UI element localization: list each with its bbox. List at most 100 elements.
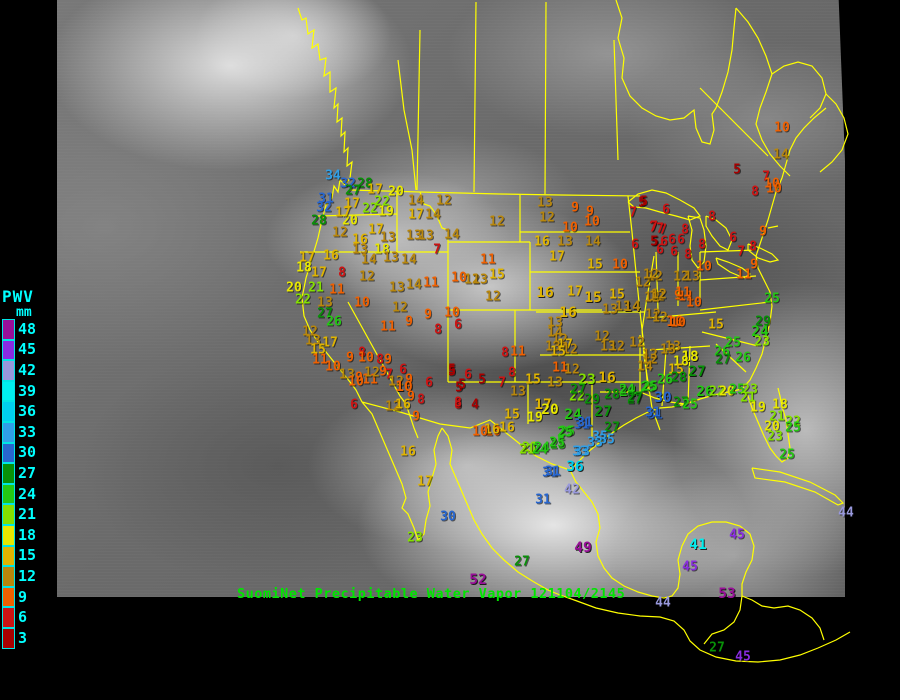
station-value: 24 [564, 406, 582, 423]
ky-tn-north [649, 311, 717, 319]
station-value: 10 [485, 424, 501, 440]
station-value: 8 [501, 345, 509, 361]
station-value: 27 [673, 395, 689, 411]
station-value: 5 [733, 162, 741, 178]
station-value: 45 [729, 527, 745, 543]
bc-ab-border [397, 59, 417, 191]
station-value: 6 [631, 237, 639, 253]
station-value: 7 [629, 205, 637, 221]
station-value: 7 [762, 169, 770, 185]
legend-entry: 48 [2, 319, 36, 340]
legend-entry: 21 [2, 504, 36, 525]
legend-value: 39 [18, 381, 37, 400]
legend-swatch [2, 360, 15, 381]
station-value: 12 [485, 289, 501, 305]
station-value: 17 [417, 474, 433, 490]
station-value: 5 [455, 380, 463, 396]
legend-value: 33 [18, 422, 37, 441]
station-value: 8 [454, 397, 462, 413]
legend-entry: 24 [2, 483, 37, 505]
station-value: 16 [598, 369, 616, 386]
lake-superior [627, 189, 701, 221]
product-caption: SuomiNet Precipitable Water Vapor 121104… [237, 586, 626, 602]
legend-swatch [2, 504, 15, 525]
station-value: 25 [550, 437, 566, 453]
station-value: 9 [586, 204, 594, 220]
pa-ny [699, 249, 757, 253]
station-value: 10 [325, 359, 341, 375]
station-value: 15 [584, 289, 602, 306]
station-value: 5 [448, 362, 456, 378]
station-value: 12 [645, 307, 661, 323]
station-value: 12 [647, 269, 663, 285]
station-value: 10 [444, 305, 460, 321]
station-value: 33 [572, 444, 588, 460]
station-value: 25 [764, 291, 780, 307]
wa-or [317, 213, 398, 217]
station-value: 24 [619, 382, 635, 398]
station-value: 17 [408, 207, 424, 223]
station-value: 19 [378, 204, 394, 220]
mississippi-river [641, 255, 661, 431]
station-value: 31 [545, 464, 561, 480]
station-value: 14 [401, 252, 417, 268]
canada-us-border [349, 189, 641, 197]
legend-entry: 36 [2, 401, 36, 422]
station-value: 8 [338, 265, 346, 281]
station-value: 20 [764, 419, 780, 435]
legend-entry: 15 [2, 545, 36, 567]
station-value: 13 [684, 269, 700, 285]
station-value: 31 [318, 191, 334, 207]
station-value: 7 [656, 221, 664, 237]
station-value: 13 [418, 228, 434, 244]
station-value: 6 [660, 234, 668, 250]
legend-value: 48 [18, 319, 37, 338]
station-value: 32 [340, 176, 356, 192]
station-value: 25 [640, 380, 656, 396]
station-value: 26 [714, 344, 730, 360]
station-value: 10 [774, 120, 790, 136]
station-value: 27 [594, 403, 612, 420]
central-america-coast [741, 595, 825, 641]
station-value: 27 [317, 306, 333, 322]
station-value: 15 [550, 344, 566, 360]
station-value: 10 [764, 176, 780, 192]
station-value: 6 [454, 317, 462, 333]
legend-value: 24 [18, 484, 37, 503]
florida [741, 387, 791, 463]
pwv-legend: PWV mm 48 45 42 39 36 33 30 27 24 21 18 15 12 9 6 3 [2, 289, 36, 649]
legend-swatch [2, 380, 15, 402]
long-island [767, 225, 779, 229]
station-value: 16 [352, 232, 368, 248]
station-value: 16 [536, 284, 554, 301]
station-value: 19 [750, 400, 766, 416]
station-value: 32 [316, 200, 332, 216]
station-value: 12 [642, 347, 658, 363]
station-value: 44 [655, 595, 671, 611]
station-value: 6 [656, 242, 664, 258]
station-value: 13 [510, 384, 526, 400]
legend-swatch [2, 566, 15, 587]
station-value: 25 [557, 425, 573, 441]
station-value: 15 [310, 342, 326, 358]
station-value: 7 [659, 222, 667, 238]
station-value: 9 [571, 200, 579, 216]
station-value: 22 [374, 194, 390, 210]
pa-md [699, 275, 757, 281]
pacific-coast [297, 7, 363, 403]
legend-value: 42 [18, 360, 37, 379]
ca-nv-diagonal [347, 301, 419, 439]
station-value: 41 [689, 536, 707, 553]
station-value: 16 [323, 248, 339, 264]
legend-swatch [2, 524, 15, 546]
station-value: 12 [644, 290, 660, 306]
station-value: 33 [574, 444, 590, 460]
station-value: 17 [368, 222, 384, 238]
station-value: 14 [623, 298, 641, 315]
station-value: 22 [295, 292, 311, 308]
legend-value: 6 [18, 608, 28, 627]
legend-scale: 48 45 42 39 36 33 30 27 24 21 18 15 12 9 6 3 [2, 319, 36, 649]
station-value: 8 [684, 247, 692, 263]
legend-swatch [2, 421, 15, 443]
